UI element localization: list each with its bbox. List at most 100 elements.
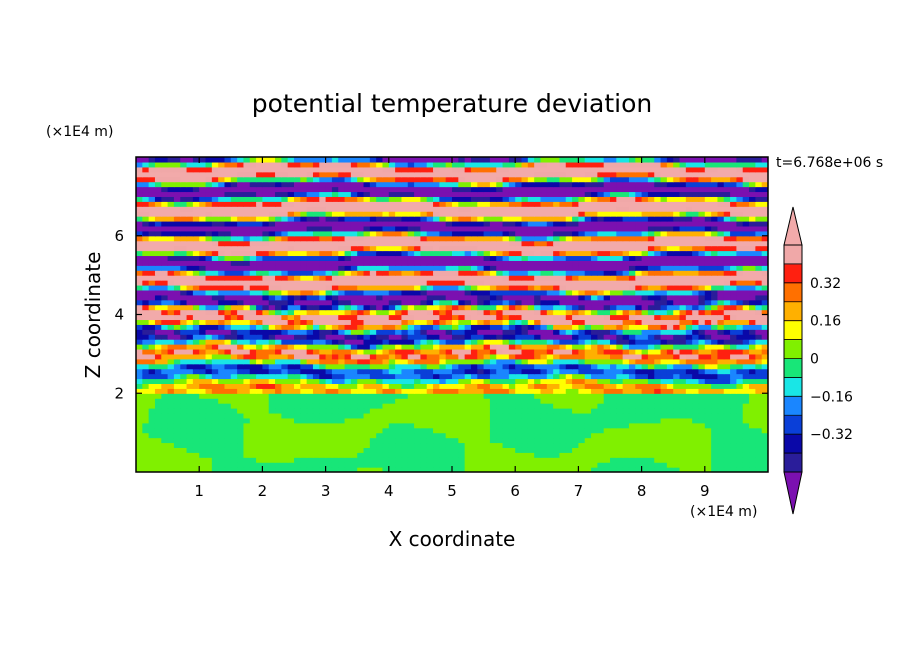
heatmap-cell bbox=[534, 339, 542, 345]
heatmap-cell bbox=[458, 329, 466, 335]
heatmap-cell bbox=[256, 363, 263, 370]
heatmap-cell bbox=[502, 339, 510, 345]
heatmap-cell bbox=[559, 304, 567, 311]
heatmap-cell bbox=[205, 462, 213, 468]
heatmap-cell bbox=[515, 280, 523, 286]
heatmap-cell bbox=[628, 422, 636, 429]
heatmap-cell bbox=[294, 275, 301, 281]
heatmap-cell bbox=[300, 324, 308, 330]
heatmap-cell bbox=[401, 270, 409, 276]
heatmap-cell bbox=[711, 284, 719, 291]
heatmap-cell bbox=[458, 462, 466, 468]
heatmap-cell bbox=[559, 388, 567, 394]
heatmap-cell bbox=[761, 324, 768, 330]
heatmap-cell bbox=[521, 457, 529, 463]
heatmap-cell bbox=[369, 339, 377, 345]
heatmap-cell bbox=[186, 230, 194, 237]
heatmap-cell bbox=[597, 457, 605, 463]
heatmap-cell bbox=[154, 324, 162, 330]
heatmap-cell bbox=[395, 294, 403, 301]
heatmap-cell bbox=[344, 225, 352, 232]
heatmap-cell bbox=[237, 275, 245, 281]
heatmap-cell bbox=[369, 358, 377, 365]
heatmap-cell bbox=[357, 240, 365, 247]
heatmap-cell bbox=[666, 403, 674, 409]
heatmap-cell bbox=[470, 329, 478, 335]
heatmap-cell bbox=[199, 437, 207, 444]
heatmap-cell bbox=[685, 230, 693, 237]
heatmap-cell bbox=[610, 265, 617, 271]
heatmap-cell bbox=[711, 299, 719, 306]
heatmap-cell bbox=[527, 235, 535, 242]
heatmap-cell bbox=[616, 348, 624, 355]
heatmap-cell bbox=[685, 309, 693, 316]
heatmap-cell bbox=[749, 388, 756, 394]
heatmap-cell bbox=[205, 358, 213, 365]
heatmap-cell bbox=[445, 353, 453, 360]
heatmap-cell bbox=[628, 265, 636, 271]
heatmap-cell bbox=[154, 309, 162, 316]
heatmap-cell bbox=[161, 348, 169, 355]
heatmap-cell bbox=[243, 378, 251, 384]
heatmap-cell bbox=[515, 348, 523, 355]
heatmap-cell bbox=[325, 334, 333, 340]
heatmap-cell bbox=[199, 265, 207, 271]
heatmap-cell bbox=[205, 260, 213, 266]
heatmap-cell bbox=[660, 255, 668, 261]
heatmap-cell bbox=[161, 309, 169, 316]
heatmap-cell bbox=[287, 437, 295, 444]
heatmap-cell bbox=[761, 299, 768, 306]
heatmap-cell bbox=[717, 319, 725, 325]
heatmap-cell bbox=[338, 368, 346, 375]
heatmap-cell bbox=[452, 368, 459, 375]
heatmap-cell bbox=[401, 284, 409, 291]
heatmap-cell bbox=[186, 265, 194, 271]
heatmap-cell bbox=[597, 304, 605, 311]
heatmap-cell bbox=[489, 452, 497, 458]
heatmap-cell bbox=[572, 294, 579, 301]
heatmap-cell bbox=[673, 412, 681, 419]
heatmap-cell bbox=[578, 265, 586, 271]
heatmap-cell bbox=[553, 304, 561, 311]
heatmap-cell bbox=[357, 265, 365, 271]
heatmap-cell bbox=[148, 339, 156, 345]
heatmap-cell bbox=[325, 398, 333, 404]
heatmap-cell bbox=[180, 427, 188, 434]
heatmap-cell bbox=[262, 432, 270, 439]
heatmap-cell bbox=[521, 329, 529, 335]
heatmap-cell bbox=[369, 289, 377, 296]
heatmap-cell bbox=[635, 225, 643, 232]
heatmap-cell bbox=[483, 467, 491, 472]
heatmap-cell bbox=[470, 462, 478, 468]
heatmap-cell bbox=[230, 358, 238, 365]
heatmap-cell bbox=[376, 447, 384, 453]
heatmap-cell bbox=[477, 452, 485, 458]
heatmap-cell bbox=[230, 314, 238, 321]
heatmap-cell bbox=[312, 334, 320, 340]
heatmap-cell bbox=[312, 398, 320, 404]
heatmap-cell bbox=[635, 280, 643, 286]
heatmap-cell bbox=[331, 270, 339, 276]
heatmap-cell bbox=[382, 452, 390, 458]
heatmap-cell bbox=[527, 417, 535, 424]
heatmap-cell bbox=[319, 378, 327, 384]
heatmap-cell bbox=[502, 280, 510, 286]
heatmap-cell bbox=[262, 373, 270, 380]
heatmap-cell bbox=[711, 314, 719, 321]
heatmap-cell bbox=[401, 324, 409, 330]
heatmap-cell bbox=[483, 329, 491, 335]
heatmap-cell bbox=[180, 230, 188, 237]
heatmap-cell bbox=[312, 442, 320, 448]
heatmap-cell bbox=[641, 368, 649, 375]
heatmap-cell bbox=[578, 319, 586, 325]
heatmap-cell bbox=[445, 412, 453, 419]
heatmap-cell bbox=[572, 289, 579, 296]
heatmap-cell bbox=[382, 280, 390, 286]
heatmap-cell bbox=[344, 299, 352, 306]
heatmap-cell bbox=[458, 442, 466, 448]
heatmap-cell bbox=[489, 319, 497, 325]
heatmap-cell bbox=[654, 403, 662, 409]
heatmap-cell bbox=[186, 225, 194, 232]
heatmap-cell bbox=[489, 289, 497, 296]
heatmap-cell bbox=[230, 245, 238, 252]
